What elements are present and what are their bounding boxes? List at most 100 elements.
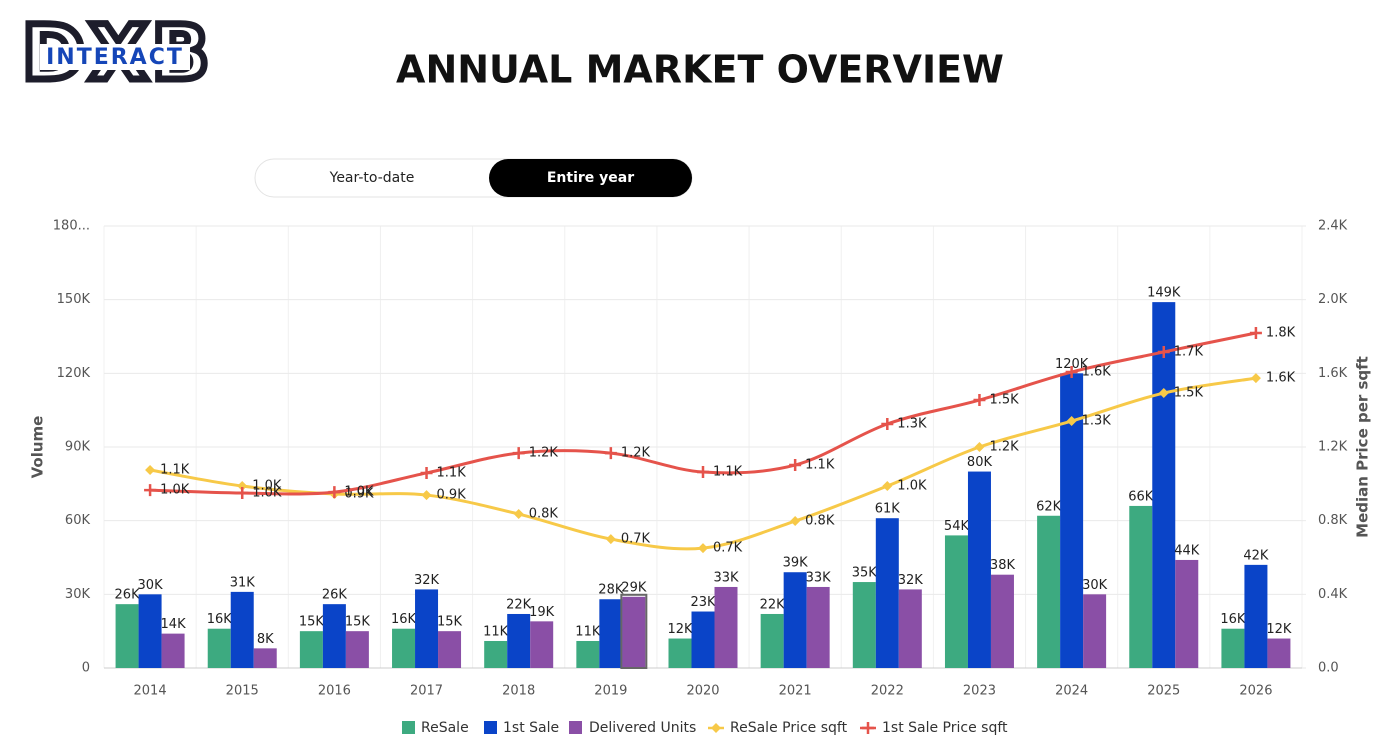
line-value-label: 1.8K	[1266, 326, 1296, 341]
point	[789, 459, 802, 472]
line-value-label: 1.0K	[344, 485, 374, 500]
x-tick-label: 2017	[410, 684, 443, 699]
toggle-active[interactable]	[489, 159, 692, 197]
bar	[622, 596, 646, 668]
point	[1250, 373, 1261, 384]
y2-tick-label: 1.6K	[1318, 366, 1348, 381]
y2-tick-label: 1.2K	[1318, 440, 1348, 455]
bar	[1221, 628, 1245, 668]
line-value-label: 1.1K	[160, 463, 190, 478]
bar-value-label: 61K	[875, 502, 901, 517]
legend-label[interactable]: ReSale	[421, 720, 469, 736]
bar-value-label: 12K	[667, 622, 693, 637]
point	[237, 481, 248, 492]
line-value-label: 1.3K	[897, 416, 927, 431]
legend-label[interactable]: Delivered Units	[589, 720, 696, 736]
line-value-label: 1.5K	[1174, 386, 1204, 401]
bar-value-label: 33K	[713, 570, 739, 585]
bar	[299, 631, 323, 668]
line-value-label: 1.6K	[1266, 371, 1296, 386]
bar	[392, 628, 416, 668]
x-tick-label: 2015	[226, 684, 259, 699]
bar-value-label: 33K	[806, 570, 832, 585]
line-value-label: 0.7K	[621, 532, 651, 547]
bar	[115, 604, 139, 668]
bar-value-label: 19K	[529, 605, 555, 620]
x-tick-label: 2020	[686, 684, 719, 699]
point	[236, 487, 249, 500]
bar	[161, 633, 185, 668]
y2-axis-title: Median Price per sqft	[1354, 356, 1372, 538]
line-value-label: 1.0K	[160, 483, 190, 498]
x-tick-label: 2016	[318, 684, 351, 699]
bar	[806, 586, 830, 668]
bar	[1083, 594, 1107, 668]
line-value-label: 0.8K	[805, 514, 835, 529]
x-tick-label: 2019	[594, 684, 627, 699]
line-value-label: 1.0K	[897, 479, 927, 494]
bar-value-label: 35K	[852, 566, 878, 581]
y-tick-label: 90K	[65, 440, 91, 455]
y-tick-label: 120K	[57, 366, 91, 381]
point	[512, 447, 525, 460]
bar	[668, 638, 692, 668]
bar	[576, 640, 600, 668]
x-tick-label: 2025	[1147, 684, 1180, 699]
hover-highlight	[620, 593, 648, 669]
legend-swatch	[402, 721, 415, 734]
point	[604, 447, 617, 460]
bar-value-label: 12K	[1266, 622, 1292, 637]
bar-value-label: 62K	[1036, 499, 1062, 514]
bar	[1060, 373, 1084, 668]
bar	[714, 586, 738, 668]
bar	[760, 613, 784, 668]
line-value-label: 1.2K	[529, 446, 559, 461]
line-value-label: 0.7K	[713, 541, 743, 556]
bar-value-label: 22K	[760, 597, 786, 612]
bar	[1175, 559, 1199, 668]
bar	[783, 572, 807, 668]
legend-marker	[862, 722, 874, 734]
point	[974, 442, 985, 452]
bar	[484, 640, 508, 668]
line-value-label: 1.1K	[437, 465, 467, 480]
bar-value-label: 16K	[207, 612, 233, 627]
bar-value-label: 149K	[1147, 286, 1181, 301]
y2-tick-label: 0.0	[1318, 661, 1339, 676]
bar-value-label: 120K	[1055, 357, 1089, 372]
bar	[944, 535, 968, 668]
line-value-label: 1.3K	[1082, 414, 1112, 429]
logo-band	[40, 44, 190, 70]
x-tick-label: 2023	[963, 684, 996, 699]
bar-value-label: 28K	[598, 583, 624, 598]
bar	[898, 589, 922, 668]
bar	[1037, 515, 1061, 668]
bar-value-label: 15K	[345, 615, 371, 630]
point	[1157, 345, 1170, 358]
legend-label[interactable]: 1st Sale	[503, 720, 559, 736]
bar-value-label: 30K	[138, 578, 164, 593]
line-value-label: 1.0K	[252, 479, 282, 494]
bar	[990, 574, 1014, 668]
point	[328, 486, 341, 499]
point	[1158, 388, 1169, 399]
logo: DXB INTERACT	[19, 4, 214, 100]
line-value-label: 1.2K	[621, 446, 651, 461]
point	[420, 466, 433, 479]
legend-swatch	[484, 721, 497, 734]
bar	[1129, 505, 1153, 668]
bar	[345, 631, 369, 668]
bar-value-label: 80K	[967, 455, 993, 470]
toggle-option[interactable]: Entire year	[547, 170, 634, 186]
toggle-option[interactable]: Year-to-date	[329, 170, 415, 186]
legend-label[interactable]: ReSale Price sqft	[730, 720, 848, 736]
legend-label[interactable]: 1st Sale Price sqft	[882, 720, 1008, 736]
bar	[1267, 638, 1291, 668]
line-value-label: 0.8K	[529, 507, 559, 522]
toggle: Year-to-date Entire year	[254, 158, 693, 198]
x-tick-label: 2022	[871, 684, 904, 699]
point	[145, 465, 156, 476]
bar	[230, 591, 254, 668]
y-tick-label: 180...	[53, 219, 90, 234]
